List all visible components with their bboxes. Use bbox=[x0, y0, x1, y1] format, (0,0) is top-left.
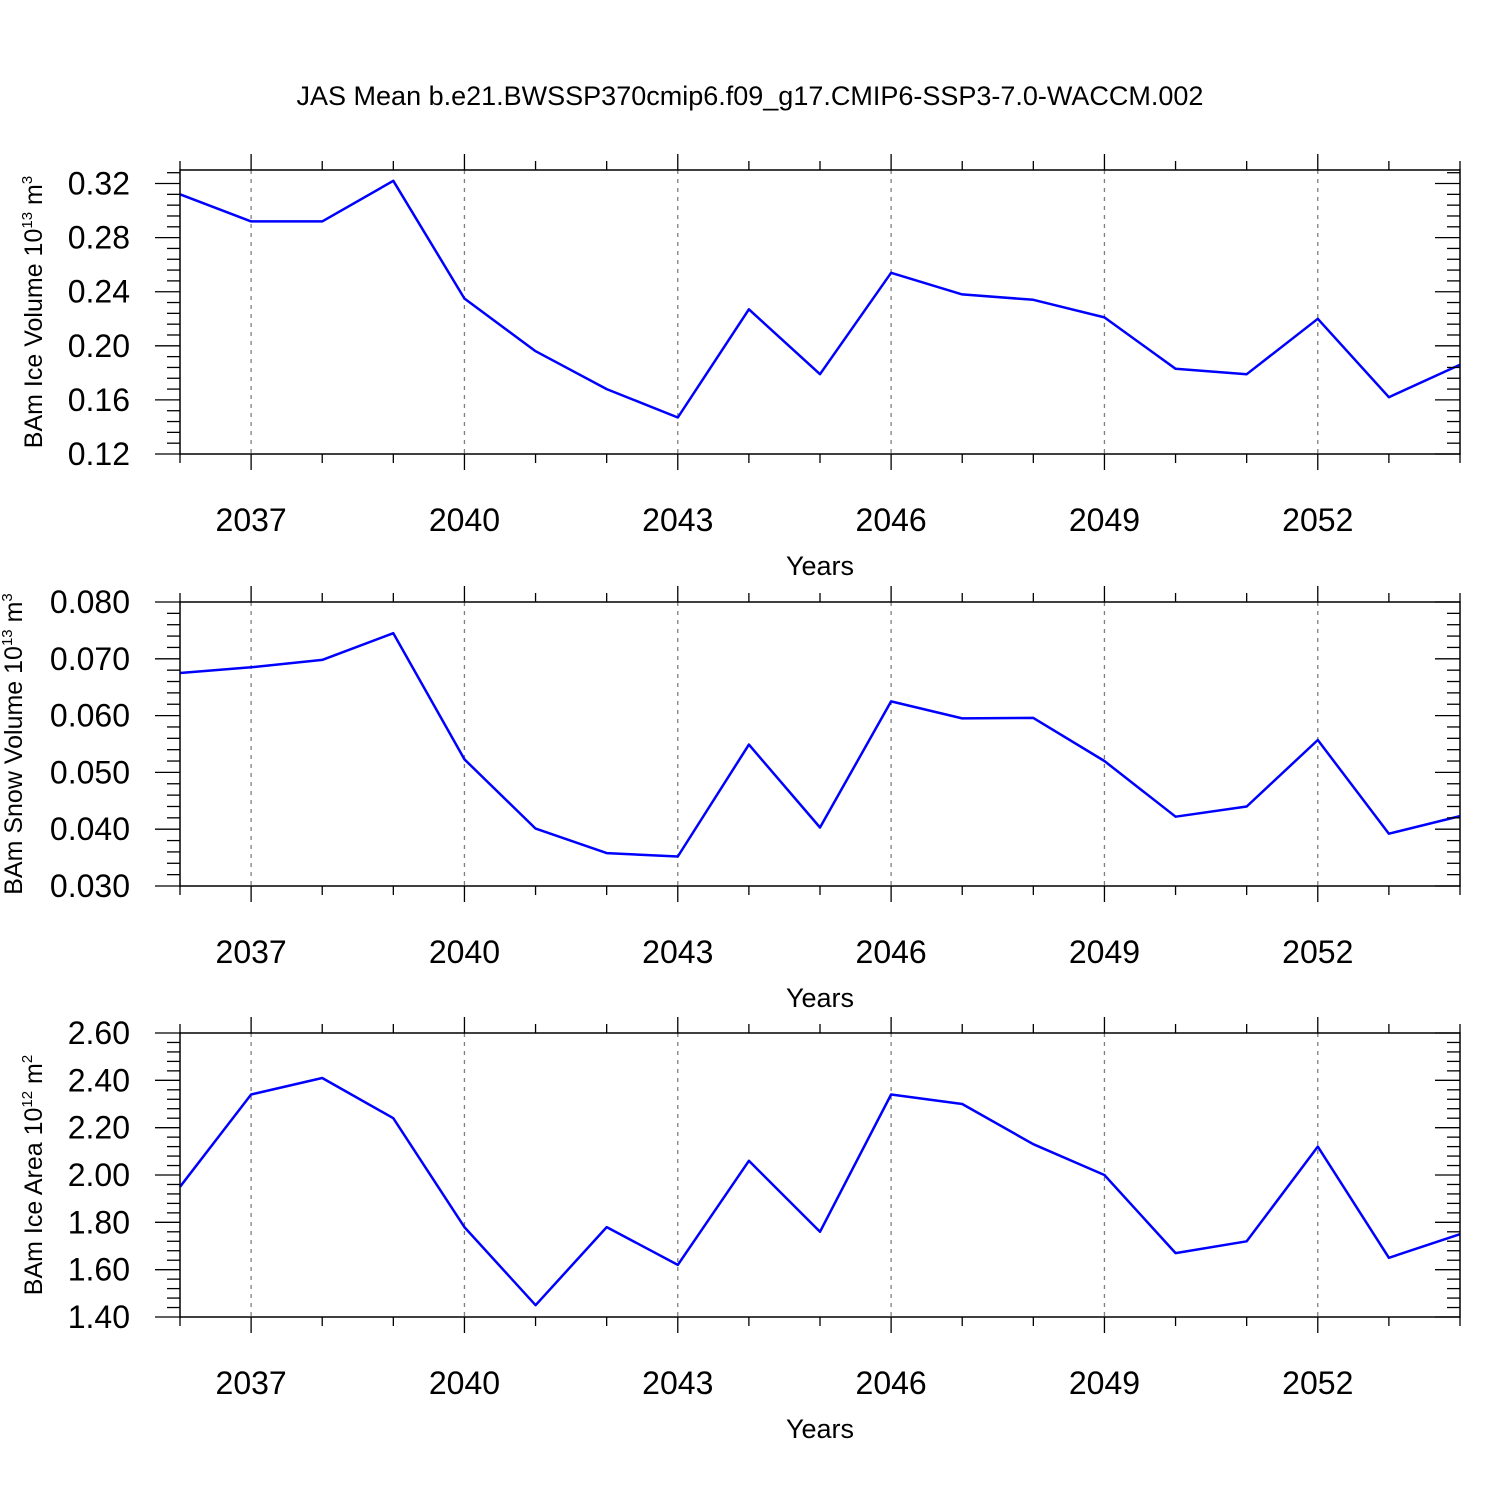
y-tick-label: 2.40 bbox=[68, 1062, 130, 1098]
y-axis-label-exponent: 13 bbox=[0, 629, 16, 646]
y-tick-label: 0.030 bbox=[50, 868, 130, 904]
y-axis-label-unit: m bbox=[20, 1063, 48, 1091]
chart-panel-1: 2037 2040 2043 2046 2049 2052 0.12 0.16 0.20 0.24… bbox=[19, 154, 1461, 581]
y-axis-label: BAm Ice Volume 1013 m3 bbox=[19, 176, 48, 448]
y-tick-label: 2.60 bbox=[68, 1015, 130, 1051]
y-tick-label: 0.20 bbox=[68, 328, 130, 364]
series-line bbox=[179, 631, 1461, 858]
y-tick-label: 0.070 bbox=[50, 641, 130, 677]
y-tick-label: 1.60 bbox=[68, 1252, 130, 1288]
x-tick-label: 2043 bbox=[642, 502, 713, 538]
x-tick-label: 2037 bbox=[216, 1365, 287, 1401]
y-axis-label-main: BAm Snow Volume 10 bbox=[0, 646, 28, 895]
x-tick-label: 2040 bbox=[429, 502, 500, 538]
y-axis-label-main: BAm Ice Area 10 bbox=[20, 1108, 48, 1296]
series-line bbox=[179, 179, 1461, 419]
y-tick-label: 1.80 bbox=[68, 1204, 130, 1240]
figure-title: JAS Mean b.e21.BWSSP370cmip6.f09_g17.CMI… bbox=[297, 81, 1204, 111]
y-axis-label-unit-exponent: 3 bbox=[0, 593, 16, 601]
y-tick-label: 0.040 bbox=[50, 811, 130, 847]
y-tick-label: 0.28 bbox=[68, 220, 130, 256]
y-axis-label-unit-exponent: 2 bbox=[19, 1055, 36, 1063]
y-axis-label-unit: m bbox=[20, 184, 48, 212]
x-tick-label: 2052 bbox=[1282, 502, 1353, 538]
y-axis-label: BAm Snow Volume 1013 m3 bbox=[0, 593, 28, 895]
x-tick-label: 2046 bbox=[856, 934, 927, 970]
x-tick-label: 2040 bbox=[429, 934, 500, 970]
y-tick-label: 0.32 bbox=[68, 166, 130, 202]
x-tick-label: 2040 bbox=[429, 1365, 500, 1401]
y-axis-label-exponent: 13 bbox=[19, 212, 36, 229]
y-tick-label: 0.050 bbox=[50, 754, 130, 790]
x-axis-label: Years bbox=[786, 1414, 854, 1444]
y-tick-label: 0.16 bbox=[68, 382, 130, 418]
x-tick-label: 2052 bbox=[1282, 934, 1353, 970]
y-axis-label: BAm Ice Area 1012 m2 bbox=[19, 1055, 48, 1295]
x-tick-label: 2046 bbox=[856, 502, 927, 538]
y-tick-label: 0.060 bbox=[50, 698, 130, 734]
x-tick-label: 2037 bbox=[216, 502, 287, 538]
x-tick-label: 2049 bbox=[1069, 934, 1140, 970]
y-tick-label: 2.00 bbox=[68, 1157, 130, 1193]
x-tick-label: 2049 bbox=[1069, 502, 1140, 538]
y-axis-label-unit-exponent: 3 bbox=[19, 176, 36, 184]
chart-panel-3: 2037 2040 2043 2046 2049 2052 1.40 1.60 1.80 2.00… bbox=[19, 1015, 1461, 1444]
x-tick-label: 2043 bbox=[642, 934, 713, 970]
series-line bbox=[179, 1076, 1461, 1307]
x-tick-label: 2052 bbox=[1282, 1365, 1353, 1401]
chart-panel-2: 2037 2040 2043 2046 2049 2052 0.030 0.040 0.050 0… bbox=[0, 584, 1461, 1013]
x-axis-label: Years bbox=[786, 551, 854, 581]
y-axis-label-exponent: 12 bbox=[19, 1091, 36, 1108]
y-tick-label: 1.40 bbox=[68, 1299, 130, 1335]
y-axis-label-unit: m bbox=[0, 602, 28, 630]
panels: 2037 2040 2043 2046 2049 2052 0.12 0.16 0.20 0.24… bbox=[0, 154, 1461, 1444]
y-axis-label-main: BAm Ice Volume 10 bbox=[20, 229, 48, 449]
y-tick-label: 0.080 bbox=[50, 584, 130, 620]
y-tick-label: 0.12 bbox=[68, 436, 130, 472]
x-tick-label: 2037 bbox=[216, 934, 287, 970]
x-tick-label: 2043 bbox=[642, 1365, 713, 1401]
y-tick-label: 2.20 bbox=[68, 1110, 130, 1146]
y-tick-label: 0.24 bbox=[68, 274, 130, 310]
x-tick-label: 2046 bbox=[856, 1365, 927, 1401]
x-axis-label: Years bbox=[786, 983, 854, 1013]
x-tick-label: 2049 bbox=[1069, 1365, 1140, 1401]
